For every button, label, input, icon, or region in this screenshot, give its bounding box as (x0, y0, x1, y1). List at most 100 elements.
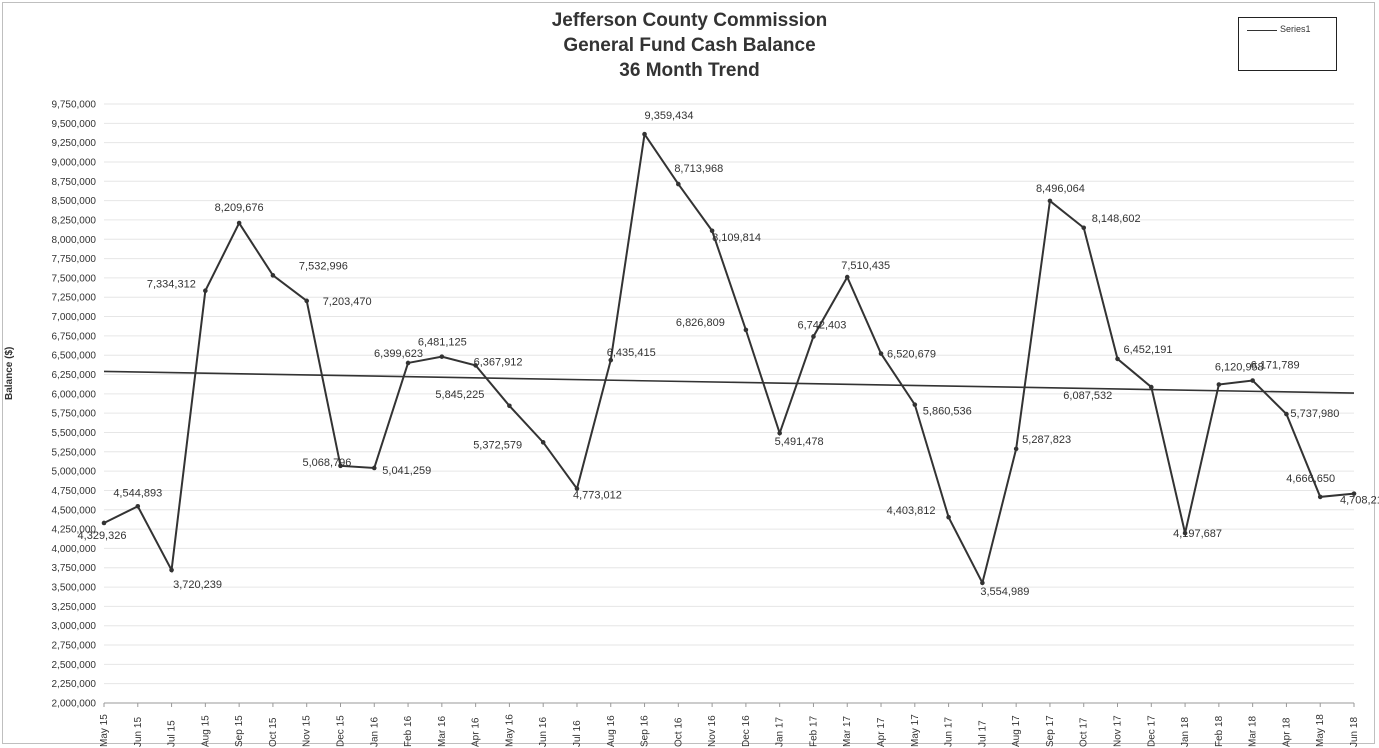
x-tick-label: Apr 17 (876, 717, 887, 747)
data-point (1013, 446, 1019, 452)
data-label: 4,666,650 (1286, 473, 1335, 485)
series-line (103, 131, 1355, 586)
x-tick-label: May 15 (99, 714, 110, 747)
x-tick-label: Jun 16 (538, 717, 549, 747)
x-tick-label: Feb 16 (403, 715, 414, 747)
data-label: 6,520,679 (887, 349, 936, 361)
data-label: 5,372,579 (473, 439, 522, 451)
y-tick-label: 5,500,000 (52, 428, 97, 439)
data-label: 4,403,812 (887, 505, 936, 517)
y-tick-label: 4,750,000 (52, 486, 97, 497)
data-label: 4,544,893 (113, 487, 162, 499)
data-point (642, 131, 647, 137)
x-tick-label: Dec 16 (741, 715, 752, 747)
y-tick-label: 8,000,000 (52, 235, 97, 246)
data-point (135, 504, 141, 509)
chart-title: Jefferson County Commission General Fund… (0, 8, 1379, 83)
data-label: 5,287,823 (1022, 434, 1071, 446)
x-tick-label: Dec 17 (1146, 715, 1157, 747)
data-point (236, 220, 242, 226)
data-point (169, 567, 174, 573)
data-point (676, 181, 681, 187)
data-point (709, 228, 715, 234)
data-point (304, 298, 310, 304)
data-point (743, 327, 749, 333)
data-point (473, 363, 478, 368)
x-tick-label: May 17 (910, 714, 921, 747)
data-label: 5,041,259 (382, 465, 431, 477)
data-point (1182, 530, 1188, 536)
y-tick-label: 5,250,000 (52, 447, 97, 458)
data-point (507, 403, 512, 409)
x-tick-label: Nov 17 (1113, 715, 1124, 747)
data-label: 5,845,225 (435, 389, 484, 401)
data-point (608, 357, 614, 363)
data-point (1216, 382, 1222, 387)
y-tick-label: 3,750,000 (52, 563, 97, 574)
data-point (777, 430, 782, 436)
y-tick-label: 6,750,000 (52, 331, 97, 342)
y-tick-label: 4,500,000 (52, 505, 97, 516)
data-label: 8,148,602 (1092, 213, 1141, 225)
x-tick-label: Mar 17 (842, 715, 853, 747)
y-tick-label: 6,500,000 (52, 351, 97, 362)
x-tick-label: Nov 15 (302, 715, 313, 747)
data-point (203, 288, 208, 294)
x-tick-label: Jan 17 (775, 717, 786, 747)
x-tick-label: Oct 15 (268, 717, 279, 747)
title-line-3: 36 Month Trend (619, 60, 760, 81)
data-label: 4,708,217 (1340, 495, 1379, 507)
data-point (1351, 491, 1357, 496)
x-tick-label: Jul 17 (977, 720, 988, 747)
x-tick-label: Jan 16 (369, 717, 380, 747)
data-label: 6,742,403 (797, 319, 846, 331)
data-label: 7,510,435 (841, 260, 890, 272)
data-label: 7,334,312 (147, 279, 196, 291)
y-tick-label: 2,000,000 (52, 699, 97, 710)
x-tick-label: Nov 16 (707, 715, 718, 747)
data-point (1115, 356, 1120, 362)
y-tick-label: 9,250,000 (52, 138, 97, 149)
data-label: 6,452,191 (1124, 344, 1173, 356)
x-tick-label: Feb 17 (808, 715, 819, 747)
data-point (338, 463, 343, 469)
y-tick-label: 6,250,000 (52, 370, 97, 381)
data-label: 6,171,789 (1251, 360, 1300, 372)
title-line-2: General Fund Cash Balance (563, 35, 816, 56)
data-label: 6,399,623 (374, 348, 423, 360)
data-label: 8,209,676 (215, 202, 264, 214)
data-point (371, 465, 377, 471)
x-tick-label: Mar 18 (1248, 715, 1259, 747)
y-tick-label: 8,500,000 (52, 196, 97, 207)
data-point (1317, 494, 1323, 500)
data-label: 4,197,687 (1173, 528, 1222, 540)
data-point (844, 274, 850, 280)
data-label: 5,068,796 (302, 457, 351, 469)
data-label: 8,713,968 (674, 163, 723, 175)
x-tick-label: Sep 16 (640, 715, 651, 747)
x-tick-label: Dec 15 (335, 715, 346, 747)
x-tick-label: Mar 16 (437, 715, 448, 747)
x-tick-label: Jul 16 (572, 720, 583, 747)
y-tick-label: 2,500,000 (52, 660, 97, 671)
data-label: 8,496,064 (1036, 183, 1085, 195)
legend-series-label: Series1 (1280, 24, 1311, 34)
data-label: 6,826,809 (676, 317, 725, 329)
data-label: 3,554,989 (980, 586, 1029, 598)
y-tick-label: 2,250,000 (52, 679, 97, 690)
y-tick-label: 7,000,000 (52, 312, 97, 323)
y-tick-label: 4,000,000 (52, 544, 97, 555)
y-tick-label: 9,000,000 (52, 157, 97, 168)
y-tick-label: 7,750,000 (52, 254, 97, 265)
data-point (101, 520, 107, 526)
data-label: 6,435,415 (607, 347, 656, 359)
y-tick-label: 2,750,000 (52, 641, 97, 652)
y-tick-label: 5,000,000 (52, 467, 97, 478)
x-tick-label: Jun 15 (133, 717, 144, 747)
data-point (946, 514, 951, 520)
x-tick-label: Jun 17 (944, 717, 955, 747)
data-point (878, 351, 884, 356)
x-tick-label: Jun 18 (1349, 717, 1360, 747)
data-point (1284, 411, 1289, 417)
